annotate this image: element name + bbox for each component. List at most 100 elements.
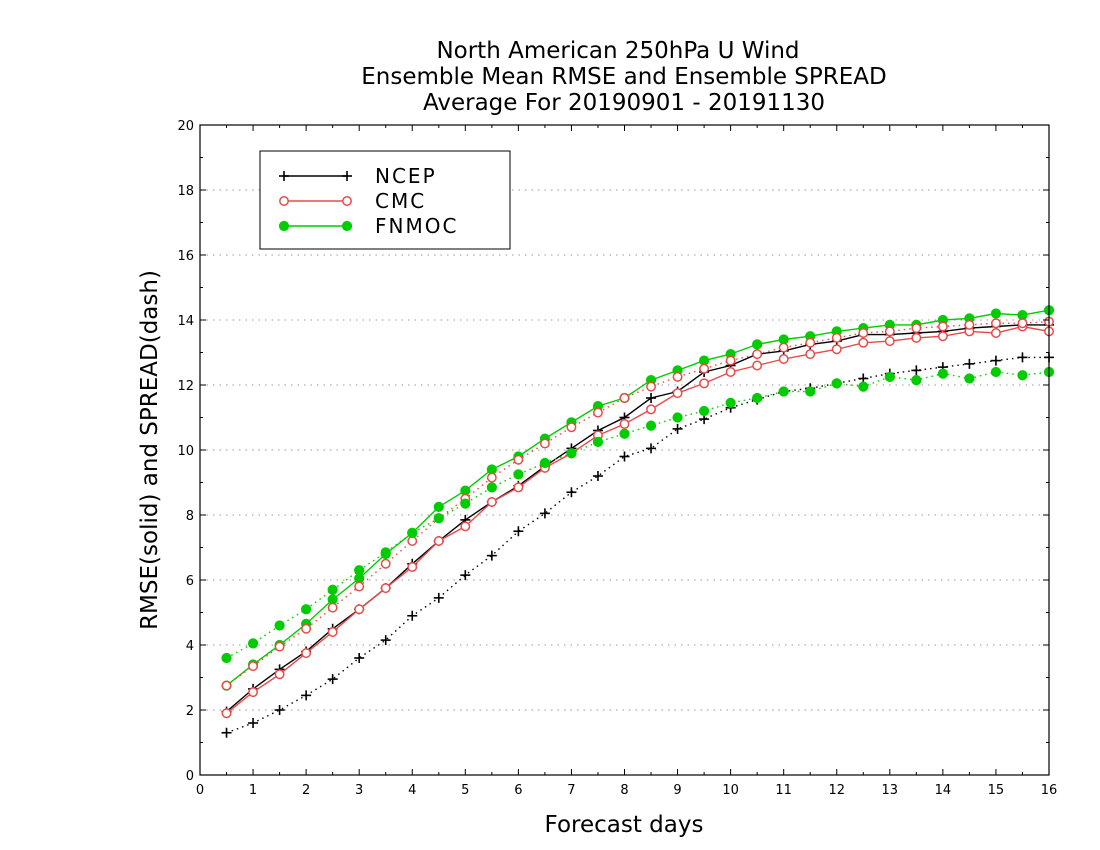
legend-label: FNMOC [375,214,458,238]
point-cmc-rmse [274,669,285,680]
point-cmc-spread [646,381,656,392]
y-tick-label: 0 [186,769,194,784]
point-cmc-rmse [778,354,789,364]
y-tick-label: 20 [177,119,194,134]
y-tick-label: 8 [186,509,194,524]
line-fnmoc-rmse [226,309,1050,687]
point-cmc-spread [593,407,603,418]
point-cmc-spread [858,328,869,338]
line-cmc-spread [226,320,1050,687]
y-tick-label: 6 [186,574,194,589]
title-line-2: Ensemble Mean RMSE and Ensemble SPREAD [361,64,886,90]
point-cmc-spread [486,472,497,483]
point-cmc-spread [539,438,550,449]
point-cmc-spread [248,661,259,672]
legend-marker [342,196,352,206]
legend-marker [278,220,290,232]
series-fnmoc-spread [221,366,1055,664]
point-cmc-rmse [327,627,338,637]
point-fnmoc-spread [831,378,842,389]
point-ncep-spread [911,365,922,376]
point-fnmoc-spread [937,368,948,379]
series-cmc-rmse [221,321,1054,719]
point-cmc-rmse [831,344,842,355]
point-ncep-spread [566,487,577,498]
data-series [221,305,1055,738]
point-cmc-rmse [301,648,312,659]
point-fnmoc-spread [725,397,736,408]
point-fnmoc-spread [247,638,259,649]
point-cmc-spread [221,680,232,691]
point-fnmoc-spread [619,428,630,439]
point-cmc-spread [937,321,948,332]
x-tick-label: 5 [461,783,469,798]
point-fnmoc-spread [858,381,869,392]
point-cmc-spread [274,641,285,652]
point-cmc-rmse [248,687,259,698]
point-cmc-spread [619,393,630,403]
point-cmc-rmse [937,331,948,342]
point-cmc-spread [990,318,1001,329]
point-cmc-rmse [884,336,895,347]
series-ncep-spread [221,352,1054,738]
line-fnmoc-spread [226,371,1050,659]
x-tick-label: 7 [567,783,575,798]
point-fnmoc-spread [327,584,338,595]
point-fnmoc-spread [566,448,577,459]
series-fnmoc-rmse [221,305,1055,691]
line-ncep-spread [226,356,1049,734]
point-fnmoc-rmse [752,339,763,350]
line-ncep-rmse [226,324,1049,713]
legend-item-fnmoc: FNMOC [278,214,458,238]
x-axis-ticks: 0 1 2 3 4 5 6 7 8 9 10 11 12 13 14 15 16 [196,125,1057,798]
point-cmc-rmse [699,378,710,389]
series-ncep-rmse [221,319,1054,717]
point-cmc-spread [513,454,524,465]
point-cmc-spread [301,623,312,634]
point-cmc-rmse [725,367,736,377]
point-cmc-spread [964,319,975,330]
x-tick-label: 12 [828,783,845,798]
point-ncep-spread [513,526,524,537]
x-tick-label: 13 [882,783,899,798]
point-ncep-spread [1017,352,1028,363]
point-cmc-spread [911,323,922,334]
point-cmc-spread [327,602,338,613]
point-fnmoc-spread [513,469,524,480]
legend-label: CMC [375,189,426,213]
point-fnmoc-spread [354,565,365,576]
point-cmc-rmse [911,332,922,343]
point-fnmoc-spread [486,482,497,493]
point-cmc-spread [407,536,418,546]
title-line-3: Average For 20190901 - 20191130 [423,90,825,116]
y-tick-label: 4 [186,639,194,654]
point-cmc-rmse [380,583,391,594]
point-fnmoc-spread [592,436,604,447]
x-tick-label: 10 [722,783,739,798]
point-ncep-spread [433,592,444,603]
point-ncep-spread [672,423,683,434]
point-fnmoc-spread [1017,370,1028,381]
legend-marker [341,220,353,232]
point-ncep-spread [248,718,259,728]
point-ncep-spread [539,508,550,519]
point-ncep-spread [592,471,603,481]
y-axis-label: RMSE(solid) and SPREAD(dash) [137,270,163,630]
point-cmc-rmse [805,349,816,360]
point-fnmoc-spread [301,604,312,615]
point-fnmoc-spread [221,652,232,664]
point-cmc-rmse [433,536,444,546]
x-tick-label: 6 [514,783,522,798]
point-fnmoc-spread [805,386,816,397]
point-cmc-spread [672,371,683,382]
point-fnmoc-spread [778,386,789,397]
point-fnmoc-rmse [990,308,1002,319]
point-fnmoc-spread [911,375,922,386]
point-fnmoc-spread [964,373,975,384]
legend-marker [342,171,352,181]
y-tick-label: 2 [186,704,194,719]
point-cmc-spread [699,363,710,374]
legend-box [259,150,511,250]
